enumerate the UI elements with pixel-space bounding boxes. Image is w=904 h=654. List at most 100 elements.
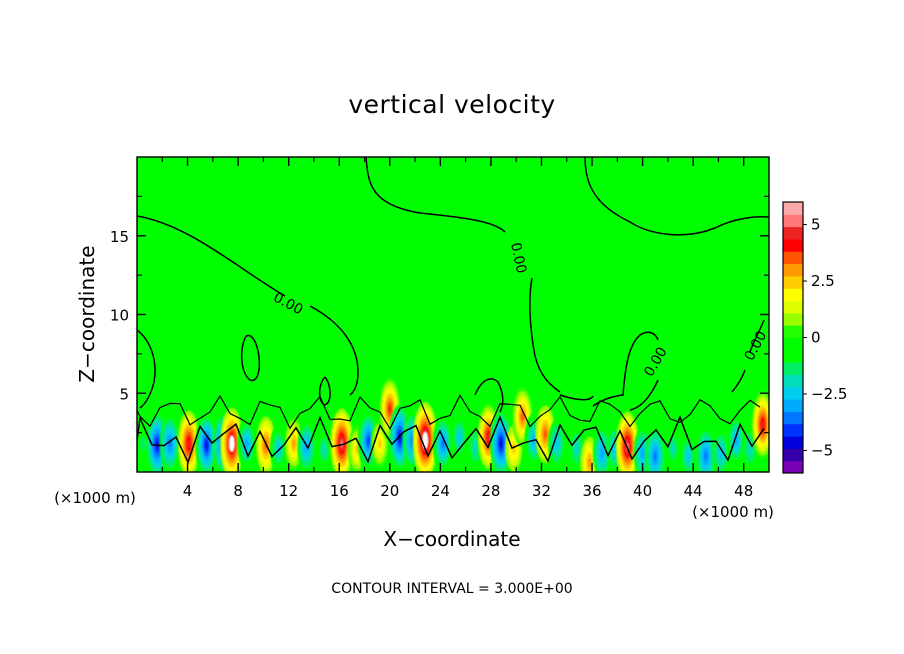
velocity-cell bbox=[177, 410, 200, 472]
velocity-level bbox=[670, 442, 675, 454]
velocity-level bbox=[292, 439, 296, 449]
colorbar-tick-label: −5 bbox=[811, 441, 833, 459]
velocity-cell bbox=[432, 413, 454, 472]
y-tick-label: 5 bbox=[119, 385, 129, 403]
velocity-level bbox=[499, 439, 503, 448]
velocity-cell bbox=[160, 414, 180, 472]
colorbar-swatch bbox=[783, 374, 803, 388]
contour-label: 0.00 bbox=[507, 241, 529, 275]
velocity-cell bbox=[330, 408, 354, 472]
velocity-level bbox=[140, 436, 146, 451]
velocity-cell bbox=[237, 416, 257, 472]
colorbar-swatch bbox=[783, 214, 803, 228]
x-axis-label: X−coordinate bbox=[383, 527, 520, 551]
colorbar-swatch bbox=[783, 226, 803, 240]
velocity-cell bbox=[592, 426, 612, 472]
chart-title: vertical velocity bbox=[348, 90, 555, 119]
velocity-cell bbox=[315, 427, 333, 472]
velocity-cell bbox=[645, 427, 666, 472]
colorbar-swatch bbox=[783, 325, 803, 338]
x-tick-label: 12 bbox=[279, 482, 298, 500]
contour-line bbox=[137, 394, 761, 431]
contour-line bbox=[474, 378, 504, 413]
colorbar-swatch bbox=[783, 251, 803, 265]
velocity-level bbox=[543, 429, 547, 439]
y-axis-ticks: 5 10 15 bbox=[110, 195, 769, 434]
colorbar-swatch bbox=[783, 263, 803, 277]
colorbar-swatch bbox=[783, 362, 803, 375]
y-tick-label: 10 bbox=[110, 307, 129, 325]
colorbar-tick-label: −2.5 bbox=[811, 385, 847, 403]
colorbar-swatch bbox=[783, 411, 803, 425]
x-tick-label: 20 bbox=[380, 482, 399, 500]
velocity-level bbox=[587, 457, 592, 468]
velocity-level bbox=[377, 438, 382, 449]
velocity-level bbox=[511, 442, 516, 455]
velocity-level bbox=[600, 447, 605, 459]
colorbar-swatch bbox=[783, 436, 803, 449]
colorbar-swatch bbox=[783, 399, 803, 412]
velocity-cell bbox=[357, 408, 379, 472]
velocity-cell bbox=[548, 419, 566, 468]
x-tick-label: 16 bbox=[330, 482, 349, 500]
colorbar-swatch bbox=[783, 312, 803, 326]
y-axis-label: Z−coordinate bbox=[75, 245, 99, 382]
velocity-level bbox=[366, 436, 370, 445]
contour-line bbox=[584, 157, 769, 236]
colorbar-swatch bbox=[783, 300, 803, 314]
velocity-field bbox=[137, 377, 769, 472]
velocity-level bbox=[554, 437, 559, 450]
contour-line bbox=[137, 215, 359, 396]
velocity-level bbox=[653, 451, 657, 462]
velocity-level bbox=[457, 432, 462, 443]
contour-line bbox=[731, 319, 765, 393]
contour-line bbox=[137, 329, 156, 409]
x-tick-label: 4 bbox=[183, 482, 193, 500]
x-tick-label: 24 bbox=[431, 482, 450, 500]
x-tick-label: 40 bbox=[633, 482, 652, 500]
velocity-level bbox=[761, 420, 764, 429]
velocity-level bbox=[340, 439, 344, 448]
velocity-level bbox=[640, 447, 645, 459]
contour-line bbox=[365, 157, 561, 393]
x-unit-right: (×1000 m) bbox=[692, 503, 774, 521]
velocity-level bbox=[388, 405, 392, 413]
velocity-peak bbox=[229, 435, 235, 452]
colorbar-swatch bbox=[783, 349, 803, 363]
velocity-peak bbox=[422, 432, 428, 449]
contour-interval-note: CONTOUR INTERVAL = 3.000E+00 bbox=[331, 581, 572, 597]
colorbar-swatch bbox=[783, 202, 803, 215]
velocity-level bbox=[441, 439, 445, 448]
velocity-level bbox=[487, 433, 490, 442]
zero-contours bbox=[137, 157, 769, 465]
velocity-level bbox=[473, 439, 479, 454]
velocity-level bbox=[521, 412, 524, 422]
colorbar-tick-label: 0 bbox=[811, 329, 821, 347]
x-tick-label: 44 bbox=[684, 482, 703, 500]
velocity-level bbox=[574, 441, 580, 456]
colorbar-tick-label: 5 bbox=[811, 216, 821, 234]
velocity-level bbox=[355, 445, 359, 455]
colorbar-swatch bbox=[783, 337, 803, 351]
y-tick-label: 15 bbox=[110, 228, 129, 246]
colorbar-swatch bbox=[783, 275, 803, 289]
velocity-cell bbox=[284, 416, 304, 472]
x-tick-label: 36 bbox=[582, 482, 601, 500]
velocity-level bbox=[205, 441, 208, 450]
velocity-level bbox=[322, 444, 327, 456]
colorbar-swatch bbox=[783, 386, 803, 400]
velocity-level bbox=[187, 439, 191, 448]
x-tick-label: 48 bbox=[734, 482, 753, 500]
colorbar-swatch bbox=[783, 460, 803, 474]
colorbar-swatch bbox=[783, 238, 803, 252]
colorbar-ticks: 5 2.5 0 −2.5 −5 bbox=[803, 216, 847, 459]
x-tick-label: 28 bbox=[481, 482, 500, 500]
velocity-cell bbox=[412, 402, 438, 472]
contour-line bbox=[240, 334, 261, 382]
colorbar-swatch bbox=[783, 423, 803, 437]
velocity-level bbox=[704, 451, 708, 462]
colorbar bbox=[782, 201, 804, 474]
x-tick-label: 8 bbox=[233, 482, 243, 500]
velocity-level bbox=[686, 451, 690, 462]
